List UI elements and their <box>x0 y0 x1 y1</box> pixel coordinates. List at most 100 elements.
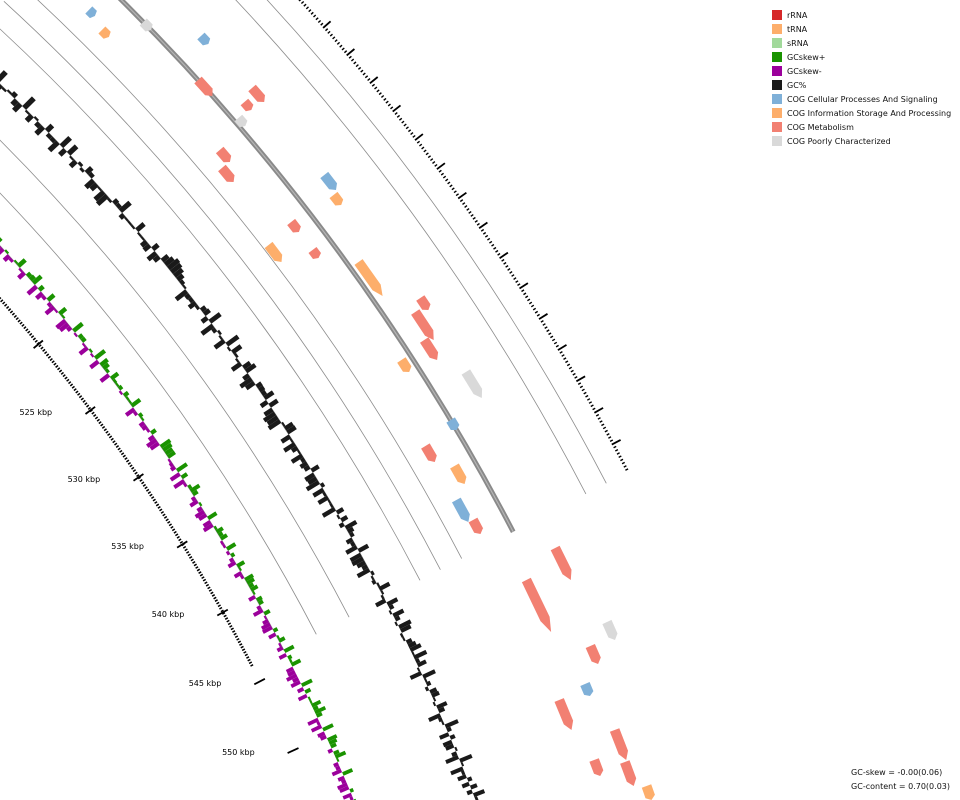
gc-skew-segment <box>230 552 236 558</box>
position-tick <box>227 622 232 626</box>
outer-tick <box>459 199 464 203</box>
outer-tick <box>609 439 614 443</box>
gc-skew-segment <box>278 642 282 648</box>
gc-content-segment <box>441 720 445 726</box>
legend-item-rrna: rRNA <box>772 8 951 22</box>
gene-feature-meta <box>550 545 572 580</box>
outer-tick <box>310 11 314 15</box>
gc-content-segment <box>244 363 257 374</box>
position-tick <box>226 619 230 623</box>
gc-skew-segment <box>46 301 53 308</box>
legend-item-cog-cellular: COG Cellular Processes And Signaling <box>772 92 951 106</box>
gc-skew-segment <box>0 247 5 255</box>
gene-feature-meta <box>554 698 574 730</box>
legend-item-cog-metabolism: COG Metabolism <box>772 120 951 134</box>
legend-swatch-gc-percent <box>772 80 782 90</box>
gc-content-segment <box>230 361 243 372</box>
outer-tick <box>403 123 407 127</box>
gc-content-segment <box>370 570 375 576</box>
position-tick <box>176 535 180 539</box>
gc-skew-segment <box>8 257 14 263</box>
position-tick <box>134 471 138 475</box>
position-tick <box>51 360 55 364</box>
gc-content-segment <box>260 389 268 397</box>
position-tick <box>34 339 38 343</box>
gc-content-segment <box>10 98 19 107</box>
position-tick <box>108 435 113 439</box>
gc-content-segment <box>357 543 370 553</box>
gc-skew-segment <box>202 523 214 533</box>
position-tick <box>78 395 83 399</box>
gc-skew-segment <box>349 796 354 800</box>
gc-skew-segment <box>250 584 259 592</box>
outer-tick <box>606 432 610 436</box>
gene-feature-cell <box>197 32 211 46</box>
gc-content-segment <box>388 610 393 615</box>
gc-content-segment <box>335 507 345 515</box>
gc-skew-segment <box>72 321 84 333</box>
position-tick <box>220 609 224 613</box>
gc-skew-segment <box>78 346 89 356</box>
outer-tick <box>385 100 389 104</box>
gc-skew-segment <box>102 362 110 370</box>
gc-content-segment <box>405 638 413 645</box>
gc-content-segment <box>208 312 222 324</box>
position-tick <box>189 555 193 559</box>
outer-tick <box>592 407 596 411</box>
legend-label-gcskew-plus: GCskew+ <box>787 52 826 62</box>
position-tick <box>114 442 118 446</box>
outer-tick <box>315 17 319 21</box>
gc-content-segment <box>77 161 84 168</box>
position-tick <box>57 367 61 371</box>
gc-skew-segment <box>176 462 188 473</box>
position-tick <box>175 533 179 537</box>
position-tick <box>179 540 184 544</box>
legend-swatch-trna <box>772 24 782 34</box>
gc-skew-segment <box>248 595 256 602</box>
position-tick <box>211 594 216 597</box>
gc-content-segment <box>68 159 78 169</box>
outer-tick <box>553 341 558 345</box>
gc-content-segment <box>166 258 181 271</box>
gc-skew-segment <box>194 509 205 519</box>
gc-skew-segment <box>248 582 255 589</box>
gc-content-segment <box>283 442 297 453</box>
gc-content-segment <box>267 419 282 431</box>
gc-skew-segment <box>150 428 157 435</box>
gc-skew-segment <box>28 274 36 282</box>
gc-content-segment <box>187 300 197 310</box>
gc-content-segment <box>466 776 473 782</box>
gc-content-segment <box>322 491 327 497</box>
legend-label-cog-information: COG Information Storage And Processing <box>787 108 952 118</box>
gene-feature-meta <box>240 98 254 112</box>
position-tick <box>193 563 197 567</box>
gc-skew-segment <box>334 750 347 759</box>
position-tick <box>157 505 161 509</box>
outer-tick <box>414 133 424 141</box>
gc-skew-segment <box>252 608 264 617</box>
gc-skew-segment <box>304 687 312 694</box>
outer-tick <box>536 313 540 317</box>
position-tick <box>219 606 223 610</box>
gc-content-segment <box>319 482 326 488</box>
gc-skew-segment <box>217 531 224 537</box>
gc-skew-segment <box>189 483 201 493</box>
position-tick <box>25 328 29 332</box>
gc-skew-segment <box>149 441 160 451</box>
gc-skew-segment <box>309 699 313 705</box>
position-tick <box>186 550 190 554</box>
outer-tick <box>474 219 478 223</box>
gc-skew-segment <box>202 520 212 528</box>
gc-content-segment <box>280 434 292 444</box>
gc-content-segment <box>182 284 187 290</box>
gc-content-segment <box>299 461 309 469</box>
outer-tick <box>327 30 331 34</box>
outer-tick <box>423 149 427 153</box>
position-tick <box>132 469 137 473</box>
gc-content-segment <box>414 658 421 664</box>
gc-content-segment <box>423 677 428 683</box>
position-tick <box>17 319 21 323</box>
gc-skew-segment <box>268 632 277 640</box>
gc-skew-segment <box>53 308 59 314</box>
position-tick <box>208 588 213 592</box>
